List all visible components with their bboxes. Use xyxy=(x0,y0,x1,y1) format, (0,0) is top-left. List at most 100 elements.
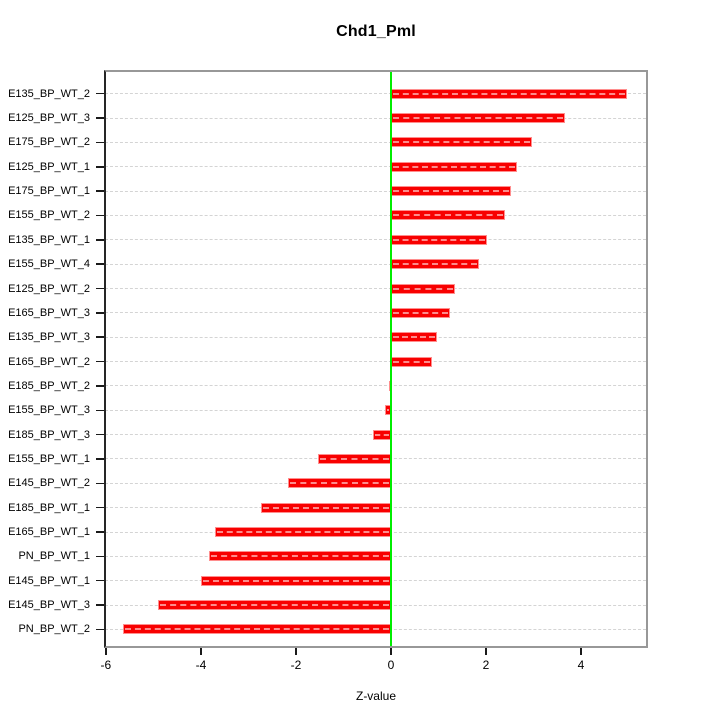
y-axis-tick xyxy=(96,214,104,217)
bar-dash-pattern xyxy=(290,482,389,485)
y-axis-tick xyxy=(96,458,104,460)
y-axis-label: PN_BP_WT_2 xyxy=(18,623,90,636)
x-axis-tick-label: 2 xyxy=(482,658,490,672)
bar-dash-pattern xyxy=(375,433,389,436)
y-axis-tick xyxy=(96,287,104,290)
bar-dash-pattern xyxy=(392,263,477,266)
y-axis-tick xyxy=(96,117,104,119)
y-axis-tick xyxy=(96,506,104,509)
x-axis-tick xyxy=(105,648,107,655)
y-axis-tick xyxy=(96,336,104,338)
y-axis-label: E145_BP_WT_3 xyxy=(8,599,90,612)
y-axis-tick xyxy=(96,239,104,241)
y-axis-tick xyxy=(96,385,104,387)
bar-dash-pattern xyxy=(392,190,509,193)
bar xyxy=(201,575,391,586)
x-axis-tick xyxy=(485,648,487,655)
bar-dash-pattern xyxy=(320,457,389,460)
y-axis-label: E155_BP_WT_1 xyxy=(8,452,90,465)
grid-line xyxy=(105,239,646,241)
bar xyxy=(122,624,391,635)
bar-dash-pattern xyxy=(203,579,389,582)
y-axis-tick xyxy=(96,92,104,95)
y-axis-label: E185_BP_WT_1 xyxy=(8,501,90,514)
bar xyxy=(390,259,479,270)
grid-line xyxy=(105,117,646,119)
y-axis-label: E165_BP_WT_2 xyxy=(8,355,90,368)
y-axis-tick xyxy=(96,482,104,485)
bar-dash-pattern xyxy=(392,336,436,339)
chart-title: Chd1_Pml xyxy=(336,23,416,40)
bar-dash-pattern xyxy=(392,117,564,120)
y-axis-label: E135_BP_WT_2 xyxy=(8,87,90,100)
bar-dash-pattern xyxy=(392,214,504,217)
bar xyxy=(390,161,517,172)
y-axis-tick xyxy=(96,360,104,363)
x-axis-tick-label: -2 xyxy=(290,658,302,672)
x-axis-title: Z-value xyxy=(355,689,396,703)
bar xyxy=(390,283,456,294)
bar-dash-pattern xyxy=(392,360,430,363)
bar xyxy=(390,186,511,197)
y-axis-label: E165_BP_WT_1 xyxy=(8,526,90,538)
y-axis-tick xyxy=(96,263,104,265)
grid-line xyxy=(105,312,646,314)
bar xyxy=(318,453,391,464)
y-axis-tick xyxy=(96,531,104,533)
bar-dash-pattern xyxy=(262,506,389,509)
y-axis-label: E125_BP_WT_3 xyxy=(8,112,90,125)
grid-line xyxy=(105,93,646,95)
bar xyxy=(208,551,391,562)
bar xyxy=(390,307,450,318)
y-axis-tick xyxy=(96,409,104,411)
x-axis-tick xyxy=(295,648,297,655)
bar-dash-pattern xyxy=(124,628,389,631)
y-axis-tick xyxy=(96,312,104,314)
grid-line xyxy=(105,336,646,338)
grid-line xyxy=(105,409,646,411)
bar xyxy=(390,137,533,148)
grid-line xyxy=(105,214,646,216)
y-axis-tick xyxy=(96,190,104,192)
x-axis-tick xyxy=(390,648,392,655)
y-axis-tick xyxy=(96,433,104,436)
grid-line xyxy=(105,190,646,192)
y-axis-label: E135_BP_WT_1 xyxy=(8,233,90,246)
grid-line xyxy=(105,361,646,363)
bar-dash-pattern xyxy=(210,555,389,558)
y-axis-label: E125_BP_WT_2 xyxy=(8,282,90,295)
grid-line xyxy=(105,385,646,387)
y-axis-tick xyxy=(96,555,104,558)
bar-dash-pattern xyxy=(392,92,626,95)
grid-line xyxy=(105,288,646,289)
y-axis-label: E175_BP_WT_1 xyxy=(8,185,90,198)
x-axis-tick xyxy=(580,648,582,655)
bar xyxy=(214,527,391,537)
y-axis-tick xyxy=(96,166,104,168)
y-axis-tick xyxy=(96,628,104,631)
y-axis-label: E185_BP_WT_2 xyxy=(8,379,90,392)
bar-dash-pattern xyxy=(392,141,531,144)
grid-line xyxy=(105,141,646,143)
y-axis-label: E165_BP_WT_3 xyxy=(8,306,90,319)
grid-line xyxy=(105,166,646,168)
x-axis-tick-label: 4 xyxy=(577,658,585,672)
bar xyxy=(390,88,628,99)
bar xyxy=(260,502,391,513)
bar xyxy=(390,210,506,221)
y-axis-label: E175_BP_WT_2 xyxy=(8,136,90,149)
bar-dash-pattern xyxy=(216,531,389,533)
bar-dash-pattern xyxy=(392,311,448,314)
x-axis-tick-label: 0 xyxy=(387,658,395,672)
bar-dash-pattern xyxy=(392,287,454,290)
y-axis-tick xyxy=(96,604,104,606)
x-axis-tick xyxy=(200,648,202,655)
y-axis-label: E155_BP_WT_3 xyxy=(8,404,90,417)
y-axis-label: E135_BP_WT_3 xyxy=(8,331,90,344)
y-axis-label: E125_BP_WT_1 xyxy=(8,160,90,173)
bar xyxy=(288,478,391,489)
bar xyxy=(373,429,391,440)
y-axis-label: E155_BP_WT_2 xyxy=(8,209,90,222)
bar-dash-pattern xyxy=(392,238,486,241)
